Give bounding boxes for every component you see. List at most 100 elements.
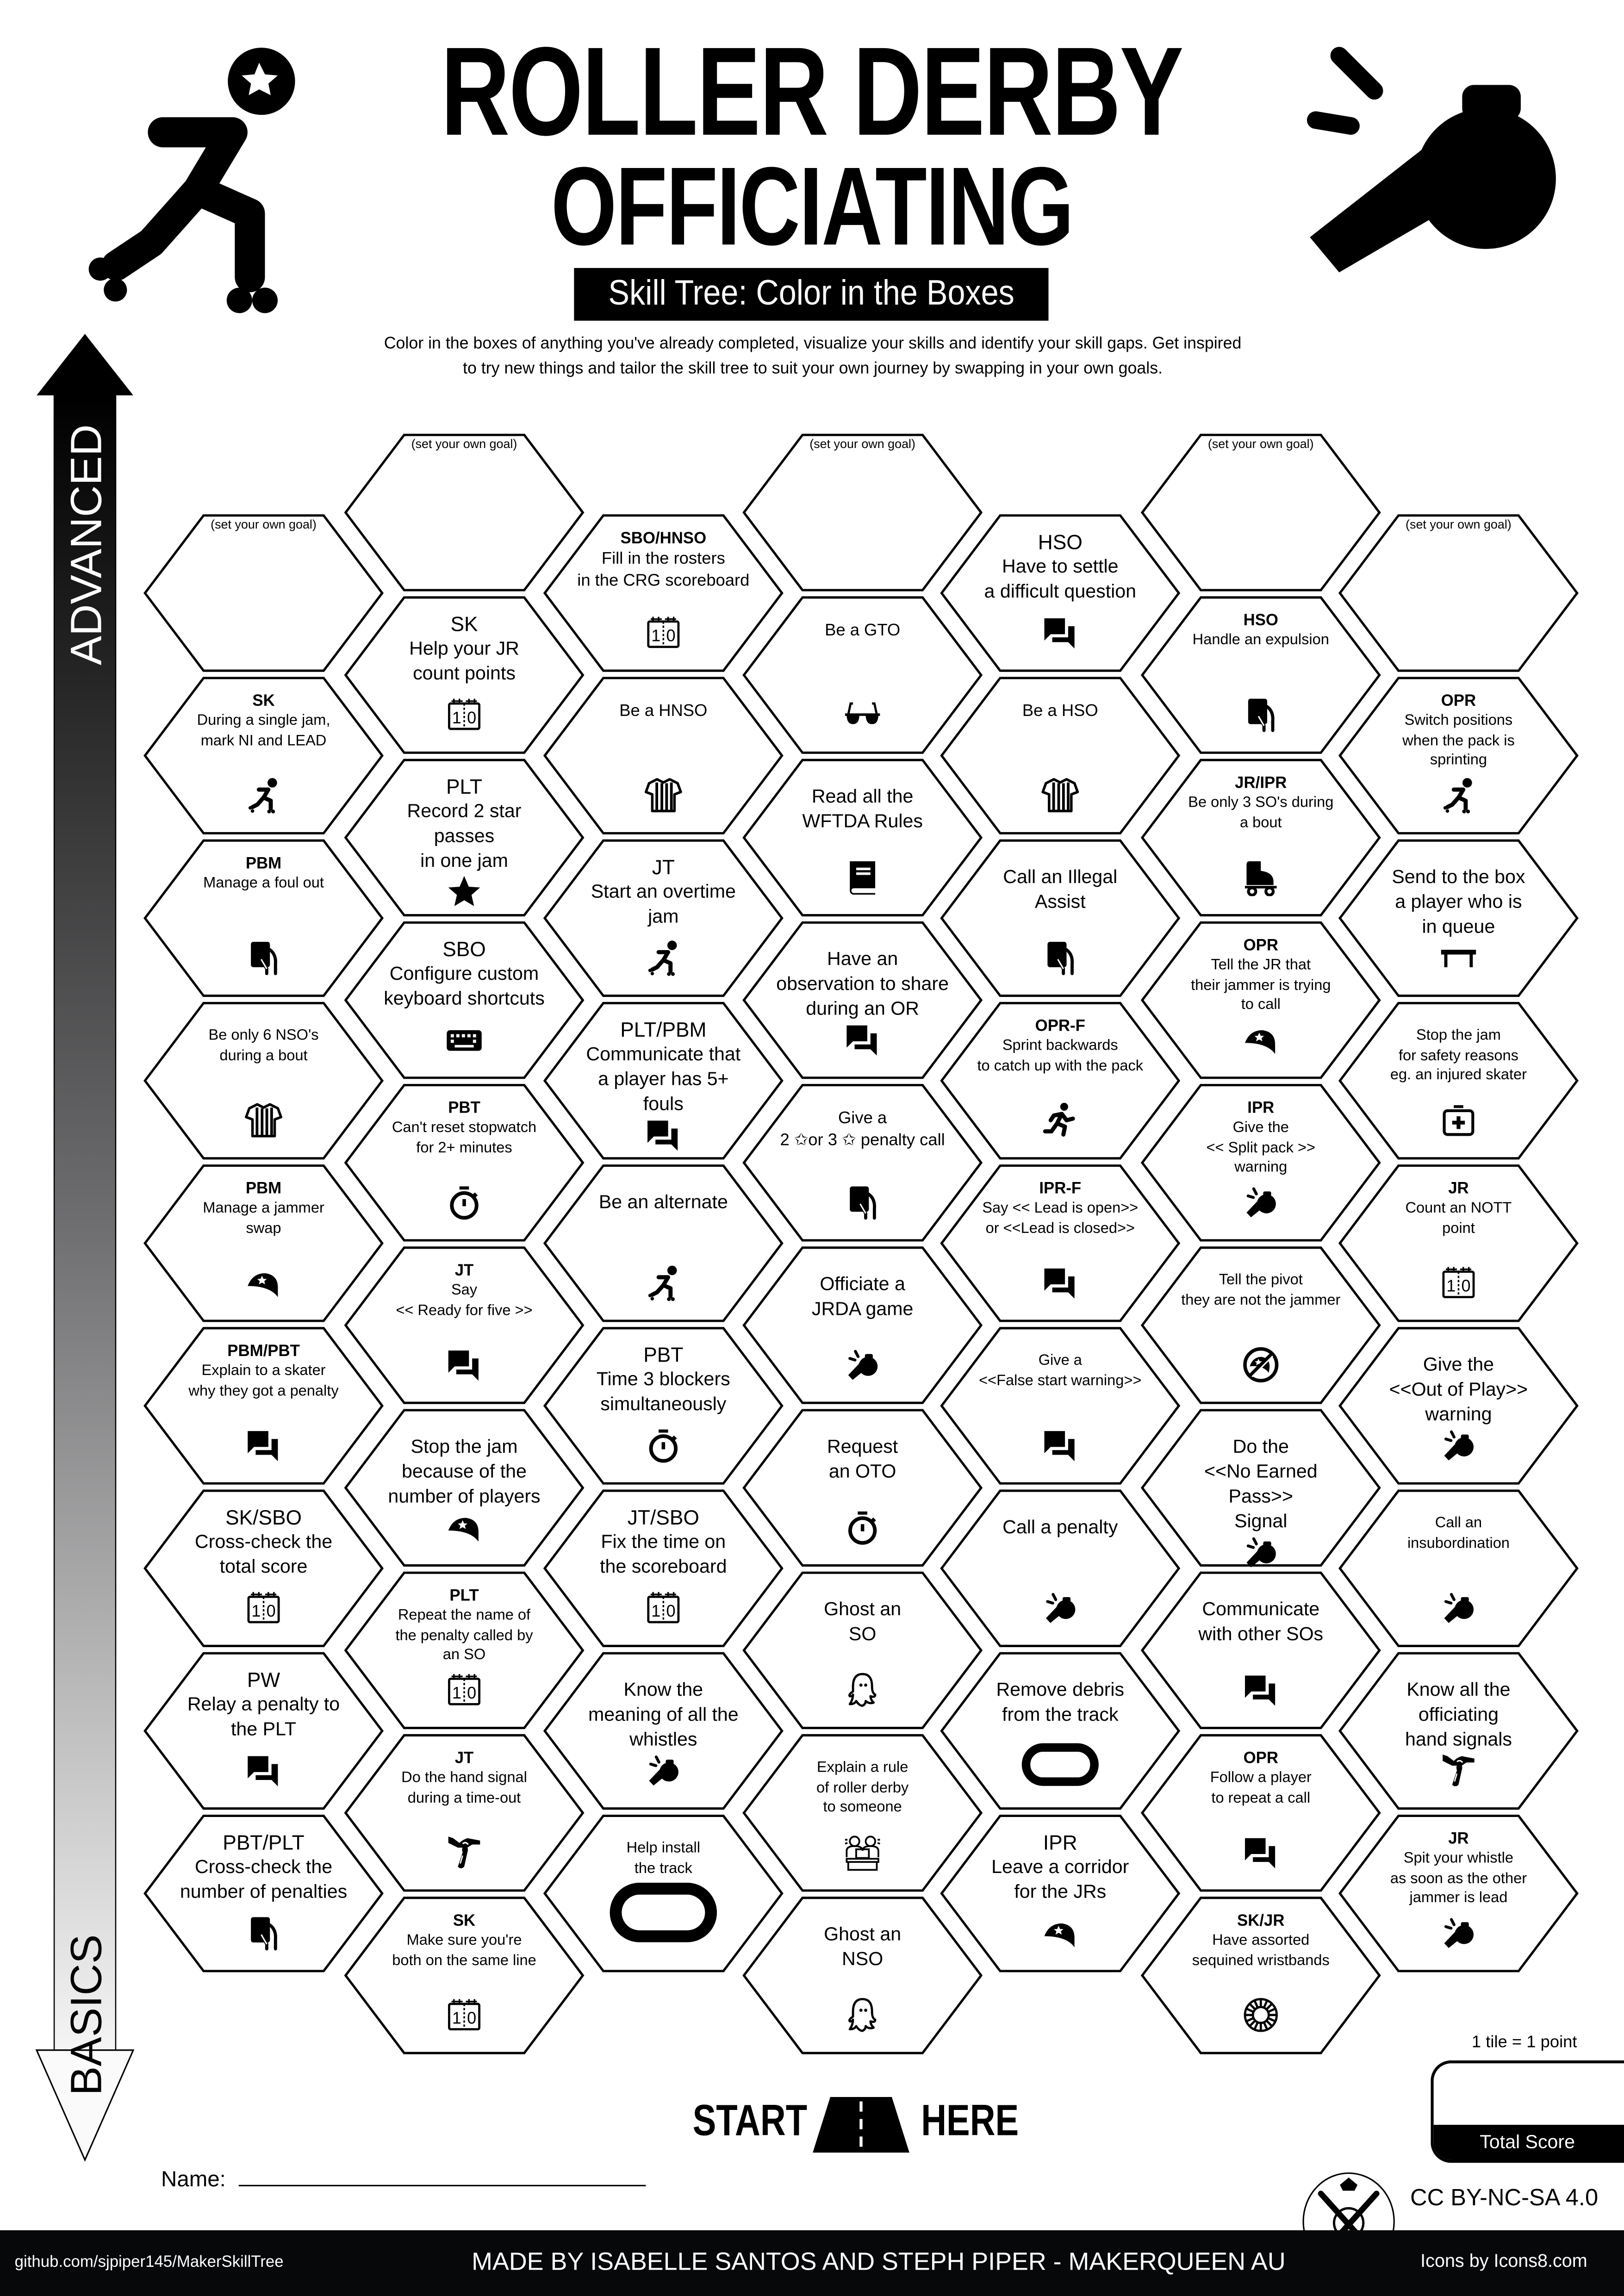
skill-tile[interactable]: Communicate with other SOs [1140, 1571, 1381, 1730]
goal-tile[interactable]: (set your own goal) [344, 434, 585, 592]
tile-content: SK Make sure you're both on the same line [376, 1907, 552, 2046]
skill-tile[interactable]: PBM Manage a foul out [143, 839, 384, 997]
skill-tile[interactable]: PLT Record 2 star passes in one jam [344, 759, 585, 917]
skill-tile[interactable]: PBT/PLT Cross-check the number of penalti… [143, 1814, 384, 1972]
skill-tile[interactable]: JT Do the hand signal during a time-out [344, 1734, 585, 1892]
scoreboard-icon [1439, 1264, 1477, 1302]
skill-tile[interactable]: PLT/PBM Communicate that a player has 5+ … [543, 1002, 784, 1160]
tile-content: PBT Can't reset stopwatch for 2+ minutes [376, 1094, 552, 1233]
goal-tile[interactable]: (set your own goal) [1140, 434, 1381, 592]
skill-tile[interactable]: Call an Illegal Assist [940, 839, 1181, 997]
hex-outline [143, 1652, 384, 1810]
tile-content: SBO Configure custom keyboard shortcuts [376, 931, 552, 1070]
skill-tile[interactable]: SK Help your JR count points [344, 596, 585, 754]
skill-tile[interactable]: Call a penalty [940, 1489, 1181, 1648]
total-score-box[interactable]: Total Score [1431, 2060, 1624, 2163]
skill-tile[interactable]: Be only 6 NSO's during a bout [143, 1002, 384, 1160]
skill-tile[interactable]: Send to the box a player who is in queue [1338, 839, 1579, 997]
skill-tile[interactable]: Stop the jam because of the number of pl… [344, 1409, 585, 1567]
skill-tile[interactable]: OPR Tell the JR that their jammer is tryi… [1140, 921, 1381, 1079]
skill-tile[interactable]: Be a GTO [742, 596, 983, 754]
skill-tile[interactable]: HSO Handle an expulsion [1140, 596, 1381, 754]
skill-tile[interactable]: JT/SBO Fix the time on the scoreboard [543, 1489, 784, 1648]
tile-content: Be a HSO [972, 687, 1148, 826]
goal-tile[interactable]: (set your own goal) [742, 434, 983, 592]
skill-tile[interactable]: Have an observation to share during an O… [742, 921, 983, 1079]
whistle-icon [1288, 44, 1589, 278]
skill-tile[interactable]: IPR-F Say << Lead is open>> or <<Lead is … [940, 1164, 1181, 1322]
skill-tile[interactable]: JT Start an overtime jam [543, 839, 784, 997]
tile-content: Know the meaning of all the whistles [575, 1662, 751, 1801]
skill-tile[interactable]: SBO Configure custom keyboard shortcuts [344, 921, 585, 1079]
tile-content: JR Spit your whistle as soon as the other… [1371, 1824, 1547, 1964]
track-icon [606, 1879, 721, 1947]
skill-tile[interactable]: PBT Time 3 blockers simultaneously [543, 1327, 784, 1485]
skill-tile[interactable]: PLT Repeat the name of the penalty called… [344, 1571, 585, 1730]
skill-tile[interactable]: PBT Can't reset stopwatch for 2+ minutes [344, 1083, 585, 1242]
skill-tile[interactable]: IPR Leave a corridor for the JRs [940, 1814, 1181, 1972]
tile-text: Be a GTO [825, 622, 901, 640]
skill-tile[interactable]: SK/SBO Cross-check the total score [143, 1489, 384, 1648]
tile-role: SK [453, 1912, 476, 1930]
skill-tile[interactable]: Remove debris from the track [940, 1652, 1181, 1810]
skill-tile[interactable]: Call an insubordination [1338, 1489, 1579, 1648]
skill-tile[interactable]: PW Relay a penalty to the PLT [143, 1652, 384, 1810]
skill-tile[interactable]: SK Make sure you're both on the same line [344, 1897, 585, 2055]
skill-tile[interactable]: PBM/PBT Explain to a skater why they got … [143, 1327, 384, 1485]
skill-tile[interactable]: OPR-F Sprint backwards to catch up with t… [940, 1002, 1181, 1160]
skill-tile[interactable]: Ghost an NSO [742, 1897, 983, 2055]
goal-tile[interactable]: (set your own goal) [143, 514, 384, 672]
skill-tile[interactable]: Help install the track [543, 1814, 784, 1972]
skill-tile[interactable]: Do the <<No Earned Pass>> Signal [1140, 1409, 1381, 1567]
skill-tile[interactable]: Know the meaning of all the whistles [543, 1652, 784, 1810]
tile-content: OPR Follow a player to repeat a call [1173, 1744, 1349, 1883]
skill-tile[interactable]: Give a 2 ✩or 3 ✩ penalty call [742, 1083, 983, 1242]
skill-tile[interactable]: JR/IPR Be only 3 SO's during a bout [1140, 759, 1381, 917]
tile-role: PLT [449, 1587, 479, 1605]
repo-link[interactable]: github.com/sjpiper145/MakerSkillTree [14, 2253, 284, 2271]
tile-role: JT/SBO [627, 1505, 699, 1529]
skill-tile[interactable]: Tell the pivot they are not the jammer [1140, 1246, 1381, 1405]
icons-credit-link[interactable]: Icons by Icons8.com [1420, 2251, 1587, 2271]
skill-tile[interactable]: Be a HNSO [543, 677, 784, 835]
skill-tile[interactable]: Read all the WFTDA Rules [742, 759, 983, 917]
scoreboard-icon [445, 1996, 483, 2034]
skill-tile[interactable]: Officiate a JRDA game [742, 1246, 983, 1405]
skill-tile[interactable]: IPR Give the << Split pack >> warning [1140, 1083, 1381, 1242]
skill-tile[interactable]: SK/JR Have assorted sequined wristbands [1140, 1897, 1381, 2055]
skill-tile[interactable]: JT Say << Ready for five >> [344, 1246, 585, 1405]
skill-tile[interactable]: Stop the jam for safety reasons eg. an i… [1338, 1002, 1579, 1160]
skill-tile[interactable]: JR Count an NOTT point [1338, 1164, 1579, 1322]
hex-outline [742, 1734, 983, 1892]
skill-tile[interactable]: SBO/HNSO Fill in the rosters in the CRG s… [543, 514, 784, 672]
skill-tile[interactable]: Explain a rule of roller derby to someon… [742, 1734, 983, 1892]
skill-tile[interactable]: PBM Manage a jammer swap [143, 1164, 384, 1322]
tile-content: Be only 6 NSO's during a bout [176, 1012, 352, 1151]
skill-tile[interactable]: JR Spit your whistle as soon as the other… [1338, 1814, 1579, 1972]
goal-tile[interactable]: (set your own goal) [1338, 514, 1579, 672]
whistle-icon [1242, 1183, 1280, 1221]
skill-tile[interactable]: Be a HSO [940, 677, 1181, 835]
tile-text: Help your JR count points [409, 637, 519, 684]
skill-tile[interactable]: SK During a single jam, mark NI and LEAD [143, 677, 384, 835]
tile-text: Record 2 star passes in one jam [407, 799, 522, 871]
name-field[interactable] [238, 2184, 646, 2187]
skill-tile[interactable]: Know all the officiating hand signals [1338, 1652, 1579, 1810]
hex-outline [742, 1897, 983, 2054]
skill-tile[interactable]: Give a <<False start warning>> [940, 1327, 1181, 1485]
tile-role: PBM/PBT [227, 1343, 300, 1361]
tile-content: Have an observation to share during an O… [775, 931, 951, 1070]
skill-tile[interactable]: Give the <<Out of Play>> warning [1338, 1327, 1579, 1485]
skill-tile[interactable]: Ghost an SO [742, 1571, 983, 1730]
wristband-icon [1242, 1996, 1280, 2034]
chat-icon [644, 1116, 682, 1154]
skill-tile[interactable]: Be an alternate [543, 1164, 784, 1322]
skill-tile[interactable]: Request an OTO [742, 1409, 983, 1567]
hex-outline [742, 759, 983, 917]
skill-tile[interactable]: OPR Follow a player to repeat a call [1140, 1734, 1381, 1892]
whistle-icon [644, 1751, 682, 1789]
skill-tile[interactable]: HSO Have to settle a difficult question [940, 514, 1181, 672]
skill-tile[interactable]: OPR Switch positions when the pack is spr… [1338, 677, 1579, 835]
advanced-label: ADVANCED [63, 424, 112, 666]
tile-content: PLT Record 2 star passes in one jam [376, 769, 552, 908]
